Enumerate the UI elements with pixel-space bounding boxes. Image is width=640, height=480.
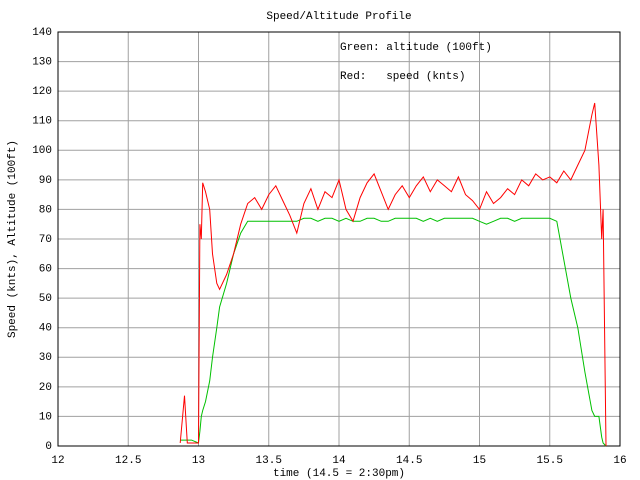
- x-tick-label: 13: [192, 455, 205, 467]
- series-line: [179, 102, 607, 447]
- y-tick-label: 70: [39, 234, 52, 246]
- x-tick-label: 12.5: [115, 455, 141, 467]
- plot-border: [57, 31, 621, 447]
- y-tick-label: 60: [39, 263, 52, 275]
- y-tick-label: 130: [32, 56, 52, 68]
- x-tick-label: 15.5: [537, 455, 563, 467]
- x-tick-label: 12: [51, 455, 64, 467]
- series-line: [180, 217, 607, 447]
- legend-label: Red: speed (knts): [340, 71, 465, 83]
- y-tick-label: 120: [32, 86, 52, 98]
- y-tick-label: 10: [39, 411, 52, 423]
- y-tick-label: 20: [39, 382, 52, 394]
- y-tick-label: 90: [39, 175, 52, 187]
- y-tick-label: 140: [32, 27, 52, 39]
- x-tick-label: 15: [473, 455, 486, 467]
- y-tick-label: 110: [32, 116, 52, 128]
- y-tick-label: 30: [39, 352, 52, 364]
- y-tick-label: 50: [39, 293, 52, 305]
- y-axis-label: Speed (knts), Altitude (100ft): [7, 140, 19, 338]
- y-tick-label: 100: [32, 145, 52, 157]
- x-tick-label: 14: [332, 455, 346, 467]
- legend-label: Green: altitude (100ft): [340, 42, 492, 54]
- x-axis-label: time (14.5 = 2:30pm): [273, 468, 405, 480]
- y-tick-label: 40: [39, 323, 52, 335]
- x-tick-label: 14.5: [396, 455, 422, 467]
- chart-title: Speed/Altitude Profile: [266, 11, 411, 23]
- x-tick-label: 13.5: [256, 455, 282, 467]
- y-tick-label: 80: [39, 204, 52, 216]
- y-tick-label: 0: [45, 441, 52, 453]
- x-tick-label: 16: [613, 455, 626, 467]
